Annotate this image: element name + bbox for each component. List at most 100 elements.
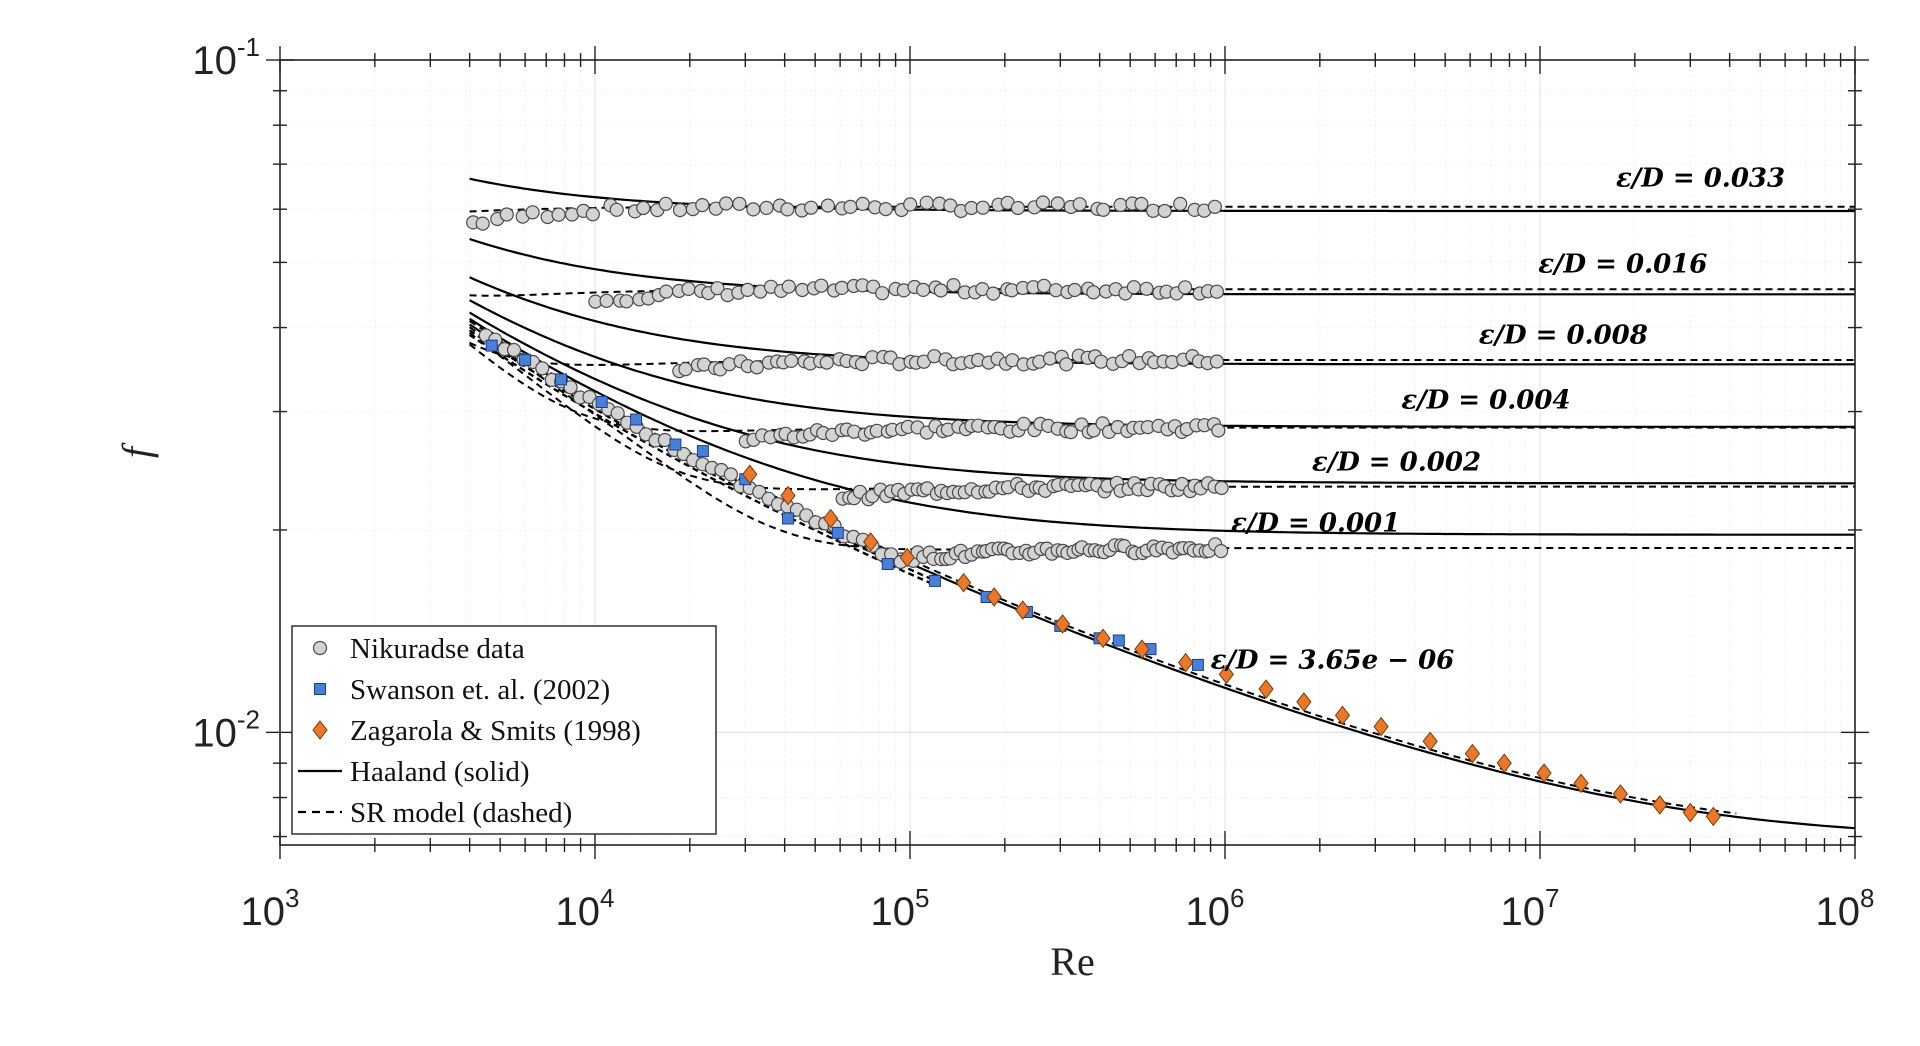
nikuradse-point xyxy=(740,282,755,297)
nikuradse-point xyxy=(610,406,625,421)
zagarola-point xyxy=(1134,639,1150,659)
zagarola-point xyxy=(1496,753,1512,773)
nikuradse-point xyxy=(1036,278,1052,293)
plot-border xyxy=(279,59,1856,846)
swanson-point xyxy=(555,373,567,386)
legend-label: SR model (dashed) xyxy=(350,797,572,829)
nikuradse-point xyxy=(819,355,834,370)
roughness-label: ε/D = 0.001 xyxy=(1231,508,1400,538)
nikuradse-point xyxy=(1177,280,1193,295)
zagarola-point xyxy=(1612,784,1629,804)
nikuradse-point xyxy=(903,197,918,212)
nikuradse-point xyxy=(1067,282,1082,298)
nikuradse-point xyxy=(1063,425,1079,440)
nikuradse-point xyxy=(1072,197,1087,212)
zagarola-point xyxy=(863,532,879,552)
zagarola-point xyxy=(955,572,972,593)
nikuradse-point xyxy=(1096,202,1111,217)
nikuradse-point xyxy=(710,281,725,296)
nikuradse-point xyxy=(855,196,870,211)
nikuradse-point xyxy=(1016,416,1031,431)
nikuradse-point xyxy=(609,202,624,217)
nikuradse-point xyxy=(875,286,890,301)
zagarola-point xyxy=(1422,731,1438,752)
nikuradse-point xyxy=(1157,203,1172,219)
nikuradse-point xyxy=(975,200,991,215)
nikuradse-point xyxy=(718,196,734,211)
nikuradse-point xyxy=(732,196,747,211)
y-tick-label: 10-1 xyxy=(192,32,260,83)
swanson-point xyxy=(928,574,941,587)
nikuradse-point xyxy=(659,284,674,299)
zagarola-point xyxy=(1464,743,1481,764)
x-tick-label: 105 xyxy=(871,883,930,934)
y-tick-label: 10-2 xyxy=(192,704,260,755)
swanson-point xyxy=(669,438,682,451)
legend-label: Nikuradse data xyxy=(350,633,525,665)
nikuradse-point xyxy=(585,207,600,222)
nikuradse-point xyxy=(919,195,934,210)
x-tick-label: 104 xyxy=(556,883,615,934)
nikuradse-point xyxy=(1214,480,1229,496)
nikuradse-point xyxy=(795,282,810,298)
sr-model-curve xyxy=(469,326,1855,551)
legend-label: Zagarola & Smits (1998) xyxy=(350,715,641,747)
zagarola-point xyxy=(1373,716,1389,737)
nikuradse-point xyxy=(986,286,1001,301)
nikuradse-point xyxy=(599,293,614,308)
legend-box xyxy=(291,625,717,835)
nikuradse-point xyxy=(759,200,774,215)
nikuradse-point xyxy=(746,202,761,217)
nikuradse-point xyxy=(1042,351,1058,366)
nikuradse-point xyxy=(723,467,739,482)
legend-square-icon xyxy=(314,683,326,695)
nikuradse-point xyxy=(1209,354,1225,369)
nikuradse-point xyxy=(1086,285,1101,300)
nikuradse-point xyxy=(916,282,931,297)
swanson-point xyxy=(485,339,498,352)
nikuradse-point xyxy=(681,281,696,296)
nikuradse-point xyxy=(506,342,522,358)
zagarola-point xyxy=(1536,763,1552,783)
nikuradse-point xyxy=(854,357,870,372)
nikuradse-point xyxy=(1113,197,1128,213)
nikuradse-point xyxy=(535,361,550,376)
legend-label: Swanson et. al. (2002) xyxy=(350,674,610,706)
curve-annotations: ε/D = 0.033 ε/D = 0.016 ε/D = 0.008 ε/D = 0… xyxy=(1211,164,1786,676)
nikuradse-point xyxy=(678,362,693,377)
data-markers xyxy=(466,195,1721,827)
zagarola-point xyxy=(986,587,1002,607)
zagarola-point xyxy=(1054,614,1071,634)
nikuradse-point xyxy=(636,200,651,216)
roughness-label: ε/D = 0.016 xyxy=(1538,250,1707,280)
nikuradse-point xyxy=(803,200,819,215)
nikuradse-point xyxy=(1121,349,1137,364)
zagarola-point xyxy=(1218,664,1234,685)
legend-diamond-icon xyxy=(312,720,328,740)
nikuradse-point xyxy=(563,380,578,395)
zagarola-point xyxy=(1682,802,1698,823)
nikuradse-point xyxy=(946,278,961,293)
zagarola-point xyxy=(1296,692,1312,712)
roughness-label: ε/D = 0.008 xyxy=(1479,320,1648,350)
swanson-point xyxy=(782,512,794,525)
swanson-point xyxy=(630,413,643,426)
tick-labels: 103 104 105 106 107 108 10-1 10-2 xyxy=(192,32,1874,934)
nikuradse-point xyxy=(1035,195,1051,210)
x-tick-label: 107 xyxy=(1501,883,1560,934)
roughness-label: ε/D = 0.002 xyxy=(1312,448,1481,478)
nikuradse-point xyxy=(1207,199,1223,214)
nikuradse-point xyxy=(1213,543,1229,559)
nikuradse-point xyxy=(1050,196,1065,211)
nikuradse-point xyxy=(781,279,796,294)
smooth-roughness-label: ε/D = 3.65e − 06 xyxy=(1211,645,1455,675)
zagarola-point xyxy=(899,547,915,568)
nikuradse-point xyxy=(658,196,673,211)
swanson-point xyxy=(1191,658,1204,671)
nikuradse-point xyxy=(551,207,566,222)
zagarola-point xyxy=(1258,679,1274,699)
nikuradse-point xyxy=(1209,284,1225,299)
swanson-point xyxy=(595,396,608,408)
swanson-point xyxy=(881,558,894,570)
